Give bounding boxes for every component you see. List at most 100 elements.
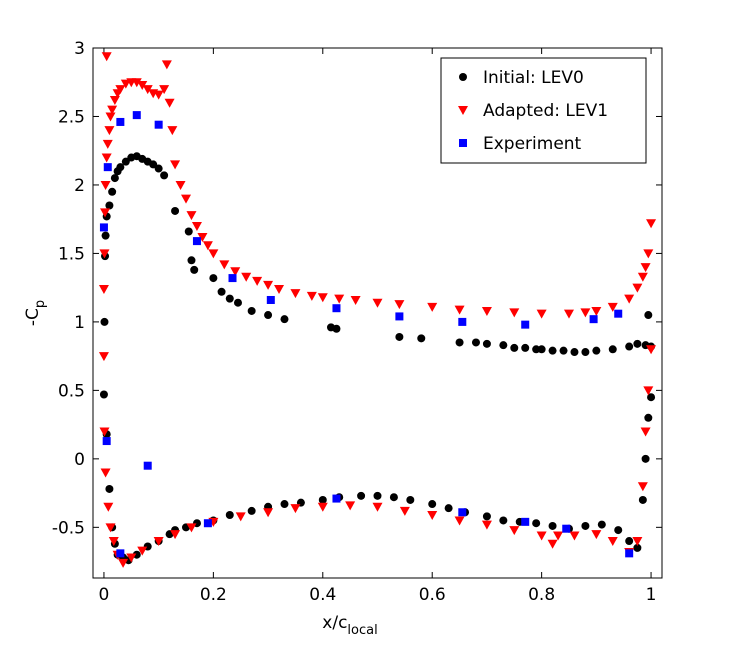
point: [101, 52, 112, 62]
point: [632, 283, 643, 293]
x-tick-label: 1: [646, 585, 657, 605]
point: [131, 78, 142, 88]
point: [597, 520, 606, 529]
point: [98, 285, 109, 295]
point: [458, 317, 467, 326]
point: [318, 495, 327, 504]
point: [306, 291, 317, 301]
point: [637, 482, 648, 492]
point: [228, 274, 237, 283]
point: [99, 427, 110, 437]
point: [454, 516, 465, 526]
point: [184, 227, 193, 236]
point: [160, 171, 169, 180]
point: [105, 523, 116, 533]
point: [641, 454, 650, 463]
point: [99, 390, 108, 399]
point: [521, 517, 530, 526]
point: [190, 265, 199, 274]
point: [126, 553, 137, 563]
point: [105, 201, 114, 210]
x-tick-label: 0.4: [309, 585, 336, 605]
point: [164, 98, 175, 108]
y-tick-label: -0.5: [52, 518, 85, 538]
point: [225, 294, 234, 303]
point: [149, 160, 158, 169]
point: [317, 502, 328, 512]
point: [532, 519, 541, 528]
point: [633, 543, 642, 552]
point: [640, 263, 651, 273]
point: [569, 531, 580, 541]
point: [357, 491, 366, 500]
point: [143, 461, 152, 470]
point: [643, 249, 654, 259]
plot-frame: [92, 47, 663, 579]
point: [406, 495, 415, 504]
point: [646, 345, 657, 355]
point: [481, 306, 492, 316]
point: [548, 521, 557, 530]
point: [102, 437, 111, 446]
legend-label: Adapted: LEV1: [483, 101, 608, 121]
x-tick-label: 0: [99, 585, 110, 605]
point: [161, 60, 172, 70]
point: [608, 345, 617, 354]
point: [115, 85, 126, 95]
legend-box: [440, 57, 647, 164]
y-tick-label: 3: [74, 39, 85, 59]
point: [417, 334, 426, 343]
point: [334, 294, 345, 304]
point: [197, 232, 208, 242]
point: [116, 549, 125, 558]
point: [532, 345, 541, 354]
point: [547, 539, 558, 549]
x-tick-label: 0.2: [200, 585, 227, 605]
y-tick-label: 0: [74, 450, 85, 470]
point: [536, 531, 547, 541]
point: [105, 484, 114, 493]
point: [101, 231, 110, 240]
x-axis-label: x/clocal: [322, 613, 377, 638]
point: [137, 546, 148, 556]
point: [99, 223, 108, 232]
point: [563, 309, 574, 319]
point: [235, 512, 246, 522]
point: [230, 267, 241, 277]
point: [632, 537, 643, 547]
point: [203, 519, 212, 528]
point: [191, 222, 202, 232]
point: [458, 508, 467, 517]
point: [637, 272, 648, 282]
point: [280, 500, 289, 509]
x-tick-label: 0.6: [419, 585, 446, 605]
point: [607, 537, 618, 547]
point: [399, 506, 410, 516]
point: [607, 302, 618, 312]
point: [290, 289, 301, 299]
point: [482, 512, 491, 521]
point: [372, 298, 383, 308]
point: [521, 343, 530, 352]
point: [625, 537, 634, 546]
point: [202, 241, 213, 251]
point: [118, 558, 129, 568]
point: [499, 516, 508, 525]
point: [266, 295, 275, 304]
point: [274, 285, 285, 295]
point: [592, 346, 601, 355]
point: [562, 524, 571, 533]
point: [521, 320, 530, 329]
point: [154, 164, 163, 173]
point: [241, 272, 252, 282]
point: [101, 153, 112, 163]
point: [643, 386, 654, 396]
point: [640, 427, 651, 437]
point: [116, 117, 125, 126]
y-tick-label: 0.5: [58, 381, 85, 401]
point: [625, 549, 634, 558]
point: [455, 338, 464, 347]
point: [646, 219, 657, 229]
point: [132, 111, 141, 120]
point: [153, 90, 164, 100]
